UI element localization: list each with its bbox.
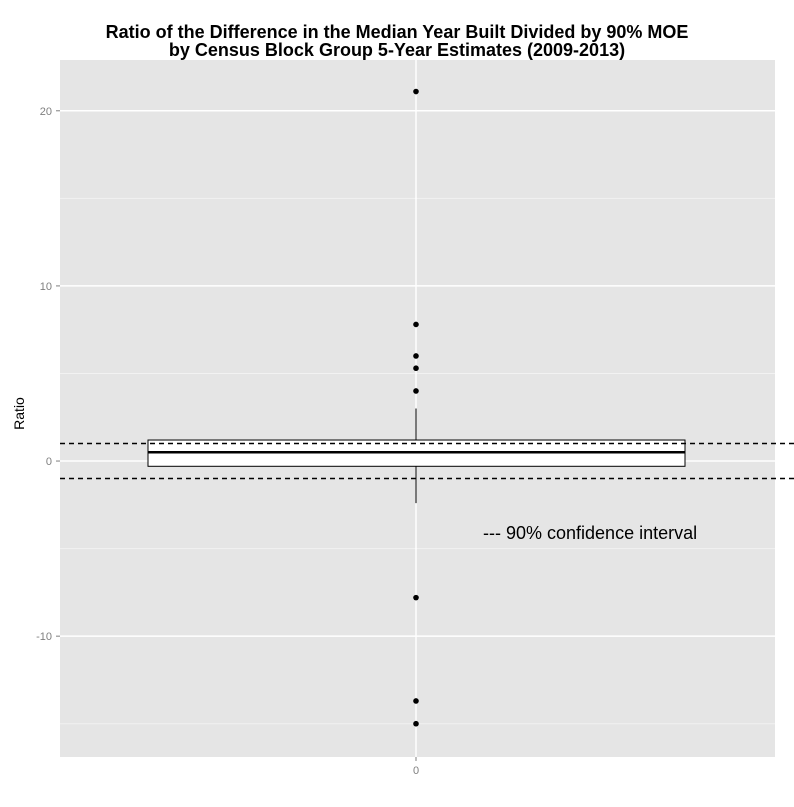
y-axis-ticks: -10 0 10 20 [36, 106, 60, 643]
chart-title-line-1: Ratio of the Difference in the Median Ye… [105, 22, 689, 42]
y-tick-label: 20 [40, 106, 52, 118]
outlier-point [413, 388, 419, 394]
confidence-interval-annotation: --- 90% confidence interval [483, 523, 697, 543]
plot-panel [60, 60, 775, 757]
x-tick-label: 0 [413, 765, 419, 777]
outlier-point [413, 698, 419, 704]
box [147, 439, 686, 467]
outlier-points [413, 88, 419, 727]
outlier-point [413, 594, 419, 601]
x-axis-ticks: 0 [413, 757, 419, 777]
outlier-point [413, 365, 419, 372]
outlier-point [413, 353, 419, 359]
chart-title-line-2: by Census Block Group 5-Year Estimates (… [168, 40, 626, 60]
outlier-point [413, 88, 419, 95]
y-axis-label: Ratio [11, 397, 27, 430]
outlier-point [413, 321, 419, 328]
y-tick-label: -10 [36, 631, 52, 643]
y-tick-label: 0 [46, 456, 52, 468]
y-tick-label: 10 [40, 281, 52, 293]
outlier-point [413, 720, 419, 727]
